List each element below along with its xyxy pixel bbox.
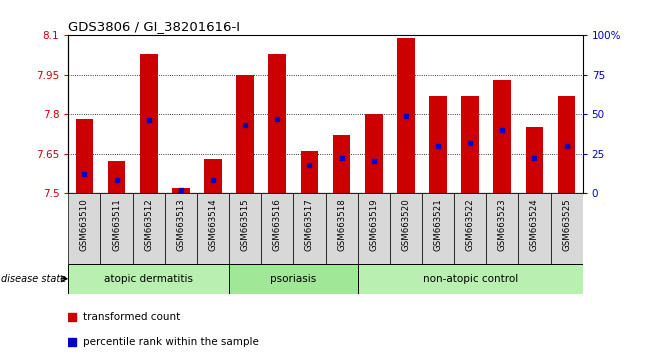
Bar [390,193,422,264]
Bar [268,54,286,193]
Bar [100,193,133,264]
Bar [551,193,583,264]
Bar [301,151,318,193]
Text: GSM663514: GSM663514 [208,199,217,251]
Text: GSM663525: GSM663525 [562,199,571,251]
Text: GSM663523: GSM663523 [498,199,506,251]
Bar [326,193,357,264]
Bar [133,193,165,264]
Bar [172,188,189,193]
Text: GSM663518: GSM663518 [337,199,346,251]
Bar [229,264,357,294]
Bar [525,127,544,193]
Text: non-atopic control: non-atopic control [422,274,518,284]
Bar [197,193,229,264]
Text: atopic dermatitis: atopic dermatitis [104,274,193,284]
Text: GSM663520: GSM663520 [402,199,410,251]
Text: GSM663522: GSM663522 [465,199,475,251]
Text: GSM663524: GSM663524 [530,199,539,251]
Text: GSM663515: GSM663515 [241,199,249,251]
Bar [518,193,551,264]
Text: disease state: disease state [1,274,67,284]
Text: GSM663513: GSM663513 [176,199,186,251]
Bar [365,114,383,193]
Bar [462,96,479,193]
Bar [76,119,93,193]
Bar [333,135,350,193]
Bar [229,193,261,264]
Text: GSM663521: GSM663521 [434,199,443,251]
Text: GSM663511: GSM663511 [112,199,121,251]
Bar [486,193,518,264]
Bar [454,193,486,264]
Bar [357,193,390,264]
Bar [140,54,158,193]
Bar [107,161,126,193]
Bar [165,193,197,264]
Bar [422,193,454,264]
Bar [261,193,294,264]
Text: GSM663516: GSM663516 [273,199,282,251]
Bar [493,80,511,193]
Bar [357,264,583,294]
Text: GSM663510: GSM663510 [80,199,89,251]
Bar [204,159,222,193]
Text: percentile rank within the sample: percentile rank within the sample [83,337,258,347]
Text: GSM663512: GSM663512 [145,199,153,251]
Bar [558,96,575,193]
Text: transformed count: transformed count [83,312,180,322]
Bar [294,193,326,264]
Text: GDS3806 / GI_38201616-I: GDS3806 / GI_38201616-I [68,20,240,33]
Text: GSM663519: GSM663519 [369,199,378,251]
Text: GSM663517: GSM663517 [305,199,314,251]
Bar [429,96,447,193]
Bar [68,264,229,294]
Bar [236,75,254,193]
Text: psoriasis: psoriasis [270,274,316,284]
Bar [397,38,415,193]
Bar [68,193,100,264]
